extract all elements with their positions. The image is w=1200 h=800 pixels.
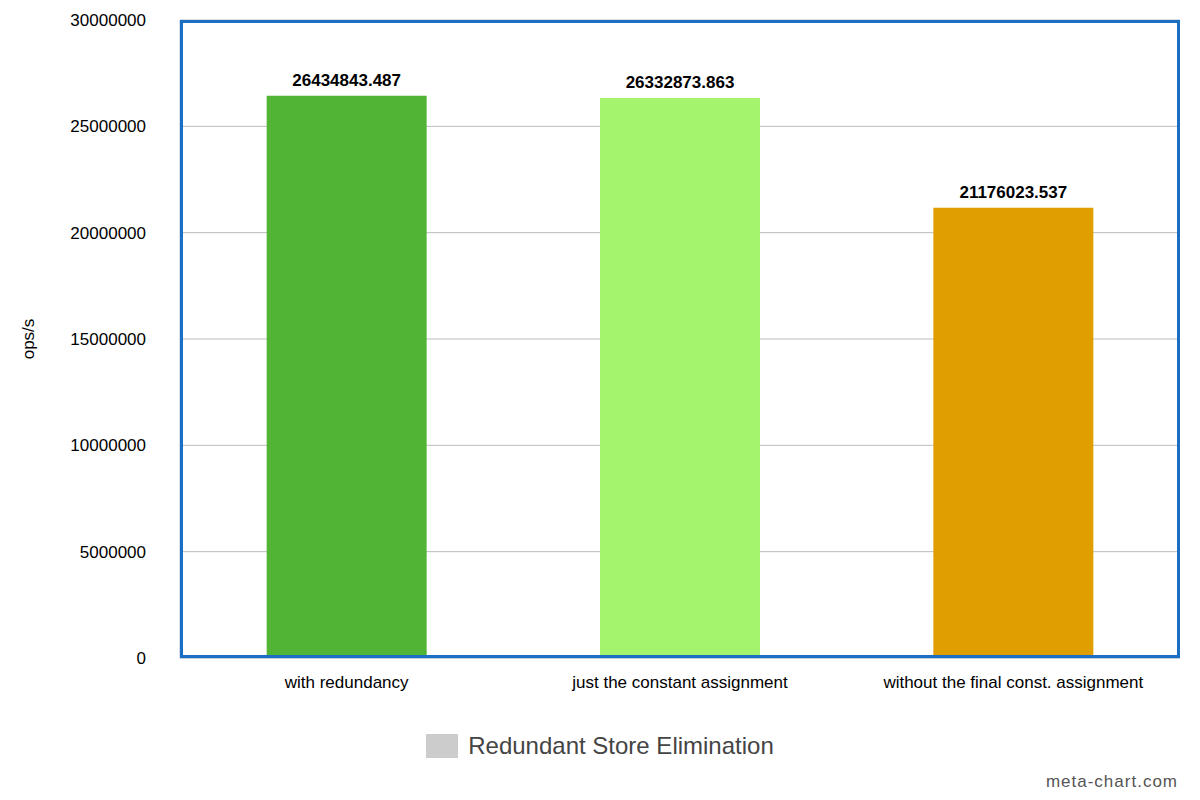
svg-text:with redundancy: with redundancy (284, 673, 409, 692)
svg-text:30000000: 30000000 (70, 11, 146, 30)
svg-text:10000000: 10000000 (70, 436, 146, 455)
svg-text:without the final const. assig: without the final const. assignment (882, 673, 1143, 692)
svg-text:5000000: 5000000 (80, 543, 146, 562)
svg-text:25000000: 25000000 (70, 117, 146, 136)
svg-text:26434843.487: 26434843.487 (292, 71, 401, 90)
svg-text:15000000: 15000000 (70, 330, 146, 349)
svg-text:0: 0 (137, 649, 146, 668)
svg-text:just the constant assignment: just the constant assignment (571, 673, 788, 692)
svg-text:21176023.537: 21176023.537 (959, 183, 1067, 202)
html-text:meta-chart.com: meta-chart.com (1045, 772, 1178, 791)
svg-text:20000000: 20000000 (70, 224, 146, 243)
svg-text:26332873.863: 26332873.863 (626, 73, 735, 92)
html-text:Redundant Store Elimination: Redundant Store Elimination (468, 732, 774, 759)
svg-text:ops/s: ops/s (19, 319, 38, 360)
